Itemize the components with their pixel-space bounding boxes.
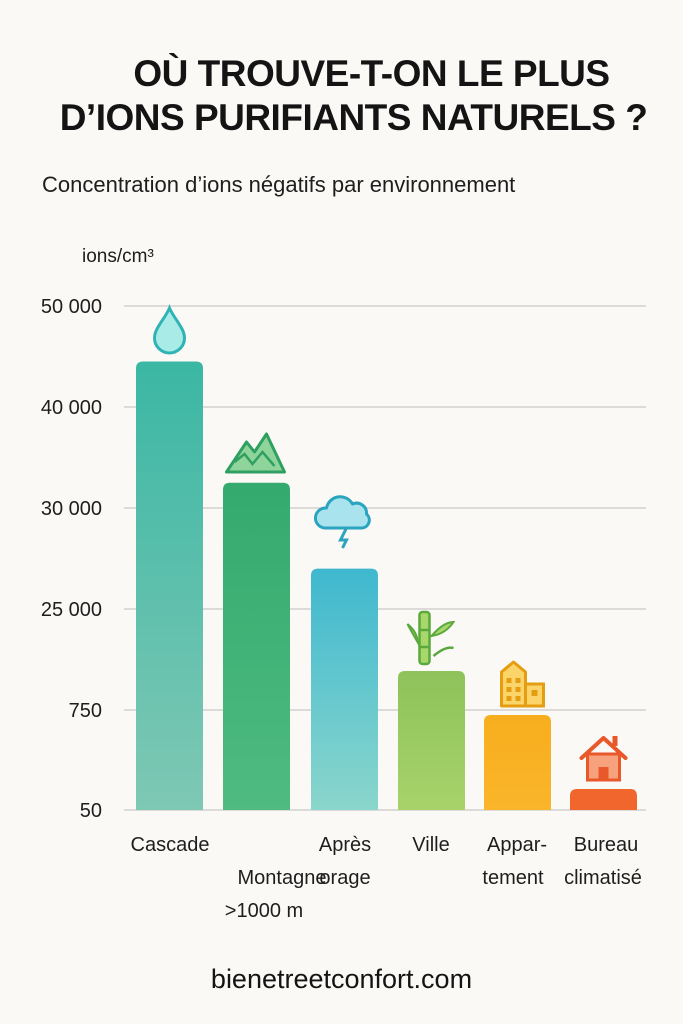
x-axis-categories: Cascade Montagne >1000 m Après orage Ville App… <box>131 834 642 922</box>
bar-ville <box>398 671 465 810</box>
x-category-label: Après <box>319 834 371 856</box>
x-category-label: >1000 m <box>225 900 303 922</box>
y-tick-label: 30 000 <box>41 498 102 520</box>
y-tick-label: 50 000 <box>41 296 102 318</box>
y-tick-label: 50 <box>80 800 102 822</box>
y-tick-label: 40 000 <box>41 397 102 419</box>
building-icon <box>500 660 545 708</box>
bamboo-icon <box>406 610 456 666</box>
bar-montagne <box>223 482 290 810</box>
x-category-label: Cascade <box>131 834 210 856</box>
y-axis-unit-label: ions/cm³ <box>82 246 154 267</box>
bars <box>136 361 637 810</box>
house-icon <box>579 736 628 782</box>
water-drop-icon <box>152 303 187 355</box>
x-category-label: Ville <box>412 834 449 856</box>
storm-cloud-icon <box>314 495 371 549</box>
bar-apr-s <box>311 568 378 810</box>
grid-lines <box>124 305 646 811</box>
bar-bureau <box>570 789 637 810</box>
chart-subtitle: Concentration d’ions négatifs par enviro… <box>42 172 516 197</box>
bar-cascade <box>136 361 203 810</box>
x-category-label: tement <box>482 867 544 889</box>
y-tick-label: 750 <box>69 700 102 722</box>
y-axis-ticks: 50 000 40 000 30 000 25 000 750 50 <box>41 296 102 822</box>
x-category-label: Appar- <box>487 834 547 856</box>
footer-website: bienetreetconfort.com <box>210 964 473 994</box>
chart-title: OÙ TROUVE-T-ON LE PLUS D’IONS PURIFIANTS… <box>0 52 683 140</box>
x-category-label: Montagne <box>238 867 327 889</box>
chart-title-line-2: D’IONS PURIFIANTS NATURELS ? <box>59 97 648 138</box>
y-tick-label: 25 000 <box>41 599 102 621</box>
x-category-label: climatisé <box>564 867 642 889</box>
x-category-label: Bureau <box>574 834 639 856</box>
x-category-label: orage <box>319 867 370 889</box>
mountain-icon <box>225 432 286 474</box>
bar-icons <box>152 303 628 782</box>
bar-appar- <box>484 715 551 810</box>
chart-title-line-1: OÙ TROUVE-T-ON LE PLUS <box>133 53 610 94</box>
